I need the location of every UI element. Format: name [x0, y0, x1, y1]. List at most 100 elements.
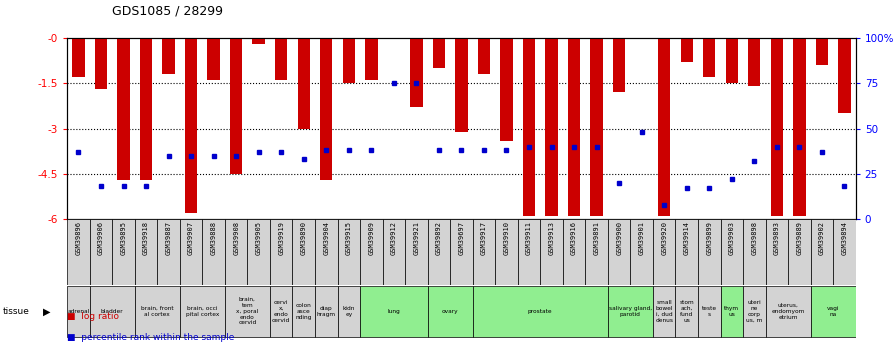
Text: GSM39918: GSM39918 [143, 221, 149, 255]
Text: GSM39910: GSM39910 [504, 221, 510, 255]
Bar [90, 219, 112, 285]
Bar [338, 286, 360, 337]
Text: brain, occi
pital cortex: brain, occi pital cortex [185, 306, 219, 317]
Text: GSM39917: GSM39917 [481, 221, 487, 255]
Bar [90, 286, 134, 337]
Bar [607, 286, 653, 337]
Bar [275, 38, 288, 80]
Text: vagi
na: vagi na [827, 306, 840, 317]
Text: diap
hragm: diap hragm [316, 306, 336, 317]
Text: GSM39899: GSM39899 [706, 221, 712, 255]
Bar [360, 286, 427, 337]
Bar [540, 219, 563, 285]
Bar [162, 38, 175, 74]
Bar [427, 219, 450, 285]
Text: GSM39921: GSM39921 [413, 221, 419, 255]
Bar [653, 286, 676, 337]
Text: brain, front
al cortex: brain, front al cortex [141, 306, 174, 317]
Bar [342, 38, 355, 83]
Bar [720, 286, 743, 337]
Bar [473, 219, 495, 285]
Bar [765, 286, 811, 337]
Bar [338, 219, 360, 285]
Bar [726, 38, 738, 83]
Bar [676, 219, 698, 285]
Bar [788, 219, 811, 285]
Bar [743, 286, 765, 337]
Text: GSM39920: GSM39920 [661, 221, 668, 255]
Text: GSM39889: GSM39889 [797, 221, 802, 255]
Bar [473, 286, 607, 337]
Text: uteri
ne
corp
us, m: uteri ne corp us, m [746, 300, 762, 323]
Bar [73, 38, 84, 77]
Bar [748, 38, 761, 86]
Text: GSM39888: GSM39888 [211, 221, 217, 255]
Bar [590, 38, 603, 216]
Bar [315, 219, 338, 285]
Text: GSM39903: GSM39903 [728, 221, 735, 255]
Text: GSM39901: GSM39901 [639, 221, 644, 255]
Text: brain,
tem
x, poral
endo
cervid: brain, tem x, poral endo cervid [237, 297, 259, 325]
Bar [67, 219, 90, 285]
Text: GSM39905: GSM39905 [255, 221, 262, 255]
Bar [117, 38, 130, 180]
Bar [292, 286, 315, 337]
Bar [703, 38, 715, 77]
Text: small
bowel
i, dud
denus: small bowel i, dud denus [655, 300, 673, 323]
Text: lung: lung [387, 309, 401, 314]
Bar [676, 286, 698, 337]
Text: GSM39697: GSM39697 [459, 221, 464, 255]
Bar [185, 38, 197, 213]
Bar [388, 38, 400, 39]
Bar [833, 219, 856, 285]
Text: GSM39898: GSM39898 [752, 221, 757, 255]
Text: GSM39894: GSM39894 [841, 221, 848, 255]
Text: GSM39900: GSM39900 [616, 221, 622, 255]
Bar [112, 219, 134, 285]
Bar [681, 38, 693, 62]
Text: GSM39904: GSM39904 [323, 221, 329, 255]
Text: GSM39916: GSM39916 [571, 221, 577, 255]
Text: GSM39896: GSM39896 [75, 221, 82, 255]
Bar [225, 219, 247, 285]
Text: GSM39915: GSM39915 [346, 221, 352, 255]
Text: GSM39906: GSM39906 [98, 221, 104, 255]
Bar [270, 219, 292, 285]
Bar [720, 219, 743, 285]
Bar [450, 219, 473, 285]
Text: ▶: ▶ [43, 306, 50, 316]
Bar [793, 38, 806, 216]
Bar [546, 38, 557, 216]
Bar [698, 286, 720, 337]
Text: adrenal: adrenal [67, 309, 90, 314]
Bar [292, 219, 315, 285]
Bar [225, 286, 270, 337]
Bar [383, 219, 405, 285]
Bar [202, 219, 225, 285]
Bar [158, 219, 180, 285]
Bar [320, 38, 332, 180]
Text: prostate: prostate [528, 309, 553, 314]
Bar [811, 219, 833, 285]
Text: GSM39912: GSM39912 [391, 221, 397, 255]
Text: kidn
ey: kidn ey [342, 306, 355, 317]
Bar [134, 286, 180, 337]
Bar [230, 38, 242, 174]
Text: ovary: ovary [442, 309, 459, 314]
Bar [771, 38, 783, 216]
Bar [366, 38, 377, 80]
Bar [653, 219, 676, 285]
Bar [360, 219, 383, 285]
Bar [134, 219, 158, 285]
Text: GSM39911: GSM39911 [526, 221, 532, 255]
Text: thym
us: thym us [724, 306, 739, 317]
Text: bladder: bladder [101, 309, 124, 314]
Text: tissue: tissue [3, 307, 30, 316]
Bar [253, 38, 265, 44]
Bar [405, 219, 427, 285]
Text: GSM39895: GSM39895 [121, 221, 126, 255]
Bar [585, 219, 607, 285]
Text: ■  percentile rank within the sample: ■ percentile rank within the sample [67, 333, 235, 342]
Text: GSM39887: GSM39887 [166, 221, 171, 255]
Bar [247, 219, 270, 285]
